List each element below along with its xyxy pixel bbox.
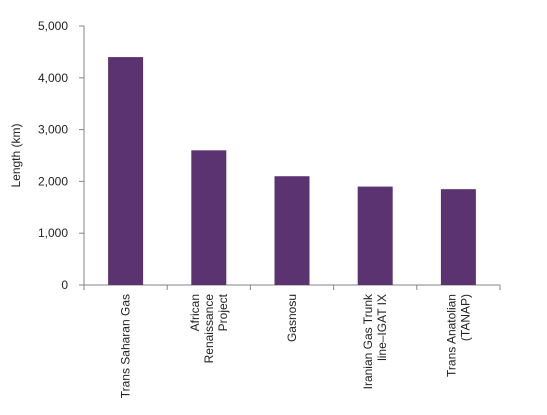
y-axis-title: Length (km) [9, 123, 23, 187]
y-tick-label: 1,000 [38, 226, 68, 240]
y-tick-label: 4,000 [38, 71, 68, 85]
bars [108, 57, 476, 285]
x-category-label: Trans Anatolian(TANAP) [444, 294, 472, 377]
x-category-label: AfricanRenaissanceProject [188, 293, 230, 363]
x-category-label-line: Gasnosu [285, 294, 299, 342]
x-category-label-line: Renaissance [202, 294, 216, 364]
y-tick-label: 0 [61, 278, 68, 292]
bar [357, 186, 393, 285]
x-category-label-line: line–IGAT IX [375, 294, 389, 361]
x-category-label-line: Project [216, 293, 230, 331]
y-ticks: 0 1,000 2,000 3,000 4,000 5,000 [38, 19, 84, 292]
x-category-labels: Trans Saharan Gas AfricanRenaissanceProje… [119, 293, 473, 398]
x-category-label-line: (TANAP) [458, 294, 472, 341]
x-ticks [83, 285, 501, 290]
x-category-label-line: Trans Saharan Gas [119, 294, 133, 398]
y-tick-label: 2,000 [38, 174, 68, 188]
x-category-label: Iranian Gas Trunkline–IGAT IX [361, 293, 389, 389]
x-category-label: Gasnosu [285, 294, 299, 342]
bar [274, 176, 310, 285]
x-category-label: Trans Saharan Gas [119, 294, 133, 398]
bar [108, 57, 144, 285]
x-category-label-line: Iranian Gas Trunk [361, 293, 375, 389]
y-tick-label: 5,000 [38, 19, 68, 33]
y-tick-label: 3,000 [38, 123, 68, 137]
bar [191, 150, 227, 285]
x-category-label-line: African [188, 294, 202, 331]
x-category-label-line: Trans Anatolian [444, 294, 458, 377]
bar [440, 189, 476, 285]
